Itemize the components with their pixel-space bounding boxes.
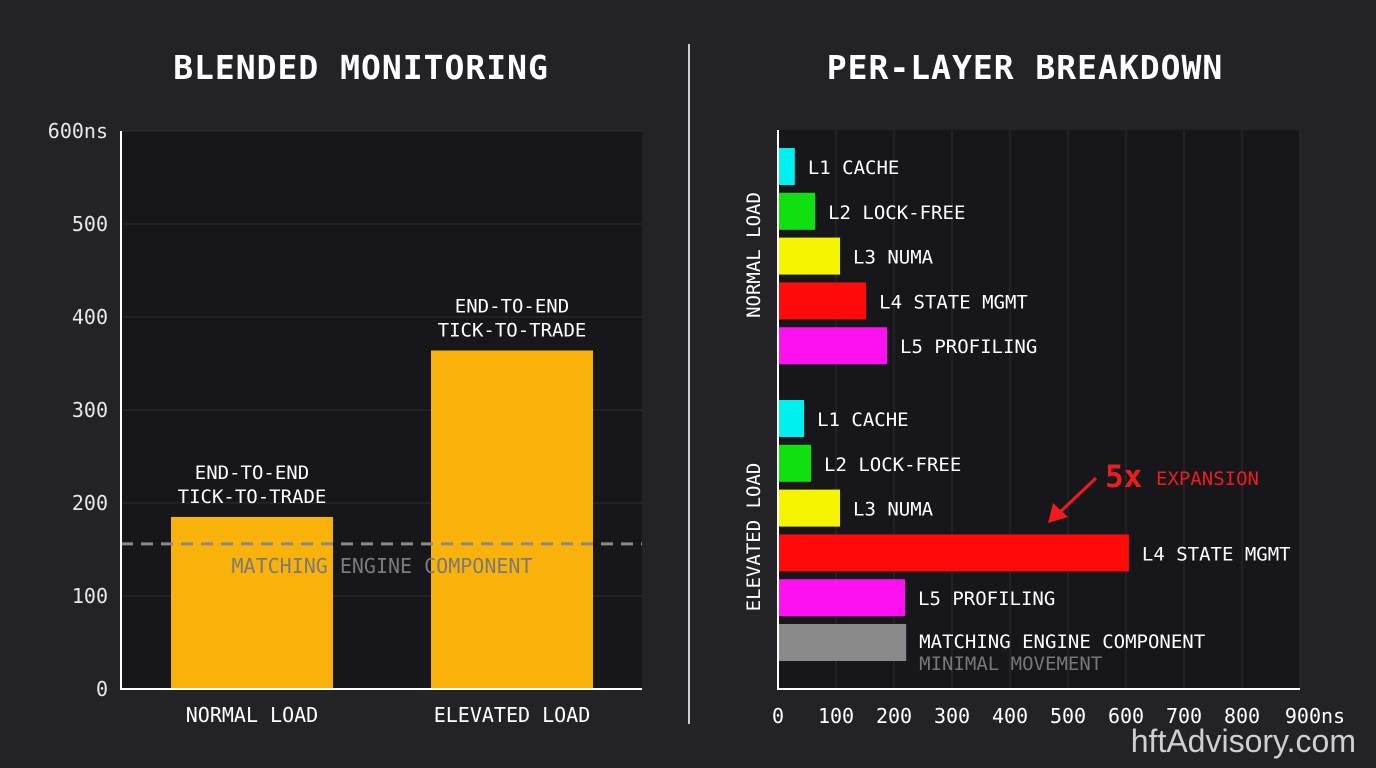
- right-xtick-label: 600: [1108, 704, 1144, 728]
- left-bar-label: TICK-TO-TRADE: [178, 486, 327, 508]
- annotation-arrow-shaft: [1056, 476, 1098, 516]
- left-ytick-label: 200: [72, 491, 108, 515]
- right-xtick-label: 900ns: [1285, 704, 1345, 728]
- left-ytick-label: 300: [72, 398, 108, 422]
- right-xtick-label: 700: [1166, 704, 1202, 728]
- watermark: hftAdvisory.com: [1130, 723, 1356, 759]
- right-bar-label: L5 PROFILING: [918, 588, 1055, 610]
- annotation-big: 5x: [1105, 459, 1142, 495]
- right-xtick-label: 100: [818, 704, 854, 728]
- right-bar-1-0: [778, 400, 805, 437]
- reference-line-label: MATCHING ENGINE COMPONENT: [231, 554, 532, 578]
- right-xtick-label: 500: [1050, 704, 1086, 728]
- left-ytick-label: 600ns: [48, 119, 108, 143]
- right-bar-label: L3 NUMA: [853, 499, 934, 521]
- left-category-label: NORMAL LOAD: [186, 703, 318, 727]
- right-bar-1-2: [778, 489, 841, 527]
- left-ytick-label: 0: [96, 677, 108, 701]
- annotation-text: EXPANSION: [1156, 468, 1259, 490]
- left-bar-0: [171, 516, 333, 689]
- left-bar-1: [431, 350, 593, 689]
- right-bar-label: L2 LOCK-FREE: [824, 454, 961, 476]
- right-bar-0-3: [778, 282, 867, 320]
- group-label: ELEVATED LOAD: [743, 463, 765, 612]
- right-bar-0-4: [778, 327, 888, 365]
- right-bar-label: L3 NUMA: [853, 247, 934, 269]
- right-bar-label: L5 PROFILING: [900, 336, 1037, 358]
- right-xtick-label: 0: [772, 704, 784, 728]
- right-bar-label: L1 CACHE: [808, 157, 900, 179]
- right-bar-0-0: [778, 148, 795, 185]
- right-bar-label: MATCHING ENGINE COMPONENT: [919, 631, 1205, 653]
- right-xtick-label: 200: [876, 704, 912, 728]
- right-bar-1-5: [778, 624, 907, 661]
- right-bar-1-1: [778, 444, 812, 482]
- group-label: NORMAL LOAD: [743, 192, 765, 318]
- right-bar-label: L2 LOCK-FREE: [828, 202, 965, 224]
- right-bar-0-2: [778, 237, 841, 275]
- left-category-label: ELEVATED LOAD: [434, 703, 591, 727]
- right-xtick-label: 800: [1224, 704, 1260, 728]
- right-bar-label: L4 STATE MGMT: [879, 291, 1028, 313]
- right-bar-1-3: [778, 534, 1129, 572]
- left-chart-title: BLENDED MONITORING: [173, 48, 549, 87]
- panel-divider: [688, 44, 690, 724]
- left-ytick-label: 500: [72, 212, 108, 236]
- left-bar-label: END-TO-END: [455, 295, 569, 317]
- right-bar-sublabel: MINIMAL MOVEMENT: [919, 653, 1102, 675]
- left-ytick-label: 400: [72, 305, 108, 329]
- left-bar-label: END-TO-END: [195, 462, 309, 484]
- right-bar-1-4: [778, 579, 906, 617]
- left-bar-label: TICK-TO-TRADE: [438, 319, 587, 341]
- right-bar-0-1: [778, 192, 816, 230]
- right-xtick-label: 300: [934, 704, 970, 728]
- right-bar-label: L4 STATE MGMT: [1142, 543, 1291, 565]
- right-chart-title: PER-LAYER BREAKDOWN: [826, 48, 1224, 87]
- right-bar-label: L1 CACHE: [817, 409, 909, 431]
- right-xtick-label: 400: [992, 704, 1028, 728]
- left-ytick-label: 100: [72, 584, 108, 608]
- annotation-arrow-head-icon: [1048, 503, 1068, 523]
